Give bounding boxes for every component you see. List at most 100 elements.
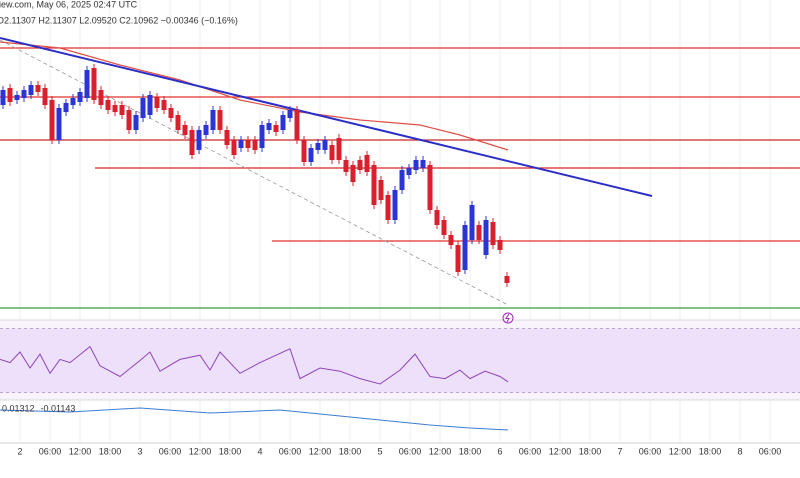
trendline [0,37,653,197]
candle-body [245,140,251,148]
rsi-band [0,328,800,393]
ohlc-text: O2.11307 H2.11307 L2.09520 C2.10962 −0.0… [0,15,238,25]
candle-body [280,115,286,130]
candle-body [224,130,230,145]
macd-label: 0.01312 [2,403,35,413]
source-text: iew.com, May 06, 2025 02:47 UTC [0,0,138,9]
candle-body [84,70,90,98]
candle-body [259,125,265,148]
candle-body [441,220,447,235]
candle-body [469,205,475,240]
candle-body [427,165,433,210]
x-tick-label: 8 [737,446,742,456]
candle-body [392,190,398,220]
x-tick-label: 12:00 [69,446,92,456]
x-tick-label: 12:00 [429,446,452,456]
x-tick-label: 7 [617,446,622,456]
x-tick-label: 06:00 [39,446,62,456]
x-tick-label: 06:00 [399,446,422,456]
macd-label: -0.01143 [41,403,76,413]
macd-line [0,407,509,431]
candle-body [133,115,139,130]
rsi-line [0,345,509,385]
x-tick-label: 06:00 [639,446,662,456]
x-tick-label: 18:00 [99,446,122,456]
candle-body [287,110,293,118]
candle-body [252,140,258,150]
x-tick-label: 12:00 [189,446,212,456]
candle-body [378,180,384,200]
candle-body [497,240,503,250]
candle-body [294,110,300,140]
candle-body [315,143,321,150]
x-tick-label: 18:00 [339,446,362,456]
candle-body [98,90,104,105]
candle-body [21,90,27,98]
candle-body [322,140,328,150]
candle-body [308,148,314,162]
candle-body [238,140,244,148]
candle-body [154,97,160,108]
candle-body [7,88,13,102]
candle-body [490,222,496,245]
x-tick-label: 12:00 [549,446,572,456]
candle-body [28,85,34,95]
candle-body [399,170,405,190]
candle-body [350,165,356,182]
candle-body [385,195,391,220]
candle-body [476,225,482,240]
candle-body [182,125,188,135]
candle-body [112,105,118,112]
candle-body [406,168,412,175]
x-tick-label: 18:00 [699,446,722,456]
candle-body [301,140,307,162]
event-icon-bolt [505,313,510,323]
candle-body [0,90,6,105]
candle-body [455,245,461,272]
candle-body [119,105,125,115]
candle-body [77,92,83,102]
x-tick-label: 12:00 [669,446,692,456]
candle-body [14,95,20,100]
candle-body [42,88,48,105]
plot: 2 06:00 12:00 18:00 3 06:00 12:00 18:00 4 06:00 12… [0,37,800,456]
x-tick-label: 6 [497,446,502,456]
x-tick-label: 3 [137,446,142,456]
x-tick-label: 12:00 [309,446,332,456]
x-tick-label: 06:00 [159,446,182,456]
candle-body [168,108,174,118]
candle-body [336,138,342,160]
candle-body [434,210,440,225]
candle-body [231,140,237,155]
candle-body [196,130,202,150]
candle-body [217,110,223,130]
x-tick-label: 06:00 [279,446,302,456]
candle-body [448,235,454,245]
candle-body [70,98,76,105]
candle-body [462,225,468,270]
candle-body [203,125,209,135]
x-tick-label: 18:00 [459,446,482,456]
candle-body [504,276,510,283]
candle-body [91,68,97,100]
candle-body [175,115,181,130]
candle-body [56,108,62,140]
candle-body [273,125,279,132]
candle-body [126,110,132,130]
x-tick-label: 4 [257,446,262,456]
x-tick-label: 5 [377,446,382,456]
candle-body [147,95,153,115]
x-tick-label: 2 [17,446,22,456]
moving-average [0,41,509,151]
candle-body [140,98,146,118]
candle-body [105,100,111,110]
candle-body [63,103,69,112]
candle-body [49,100,55,140]
candle-body [364,155,370,172]
trendline [0,39,509,306]
candle-body [483,220,489,255]
candle-body [266,123,272,130]
candle-body [413,160,419,170]
x-tick-label: 06:00 [759,446,782,456]
candle-body [343,160,349,172]
